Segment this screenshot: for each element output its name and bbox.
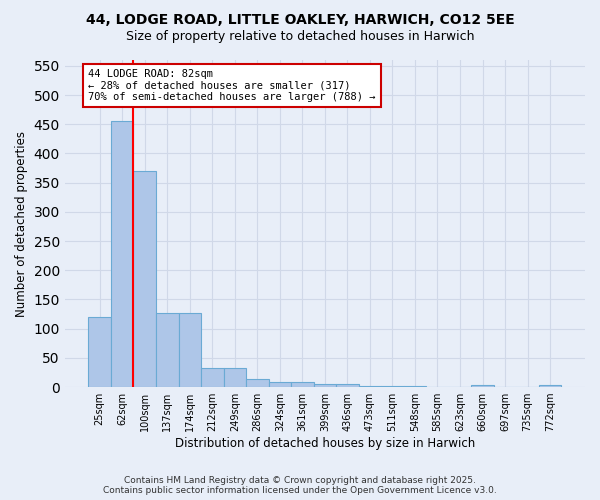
Bar — [156, 313, 179, 387]
Bar — [404, 386, 426, 387]
Bar — [359, 386, 381, 387]
Text: Size of property relative to detached houses in Harwich: Size of property relative to detached ho… — [126, 30, 474, 43]
Bar — [88, 317, 111, 387]
Bar — [381, 386, 404, 387]
Text: Contains HM Land Registry data © Crown copyright and database right 2025.
Contai: Contains HM Land Registry data © Crown c… — [103, 476, 497, 495]
Bar — [201, 368, 224, 387]
Bar — [471, 384, 494, 387]
Bar — [314, 384, 336, 387]
Bar — [179, 313, 201, 387]
Bar — [336, 384, 359, 387]
Bar — [246, 380, 269, 387]
Bar — [133, 171, 156, 387]
Text: 44, LODGE ROAD, LITTLE OAKLEY, HARWICH, CO12 5EE: 44, LODGE ROAD, LITTLE OAKLEY, HARWICH, … — [86, 12, 514, 26]
X-axis label: Distribution of detached houses by size in Harwich: Distribution of detached houses by size … — [175, 437, 475, 450]
Bar — [291, 382, 314, 387]
Bar — [269, 382, 291, 387]
Bar — [224, 368, 246, 387]
Bar — [539, 384, 562, 387]
Bar — [111, 122, 133, 387]
Text: 44 LODGE ROAD: 82sqm
← 28% of detached houses are smaller (317)
70% of semi-deta: 44 LODGE ROAD: 82sqm ← 28% of detached h… — [88, 69, 376, 102]
Y-axis label: Number of detached properties: Number of detached properties — [15, 130, 28, 316]
